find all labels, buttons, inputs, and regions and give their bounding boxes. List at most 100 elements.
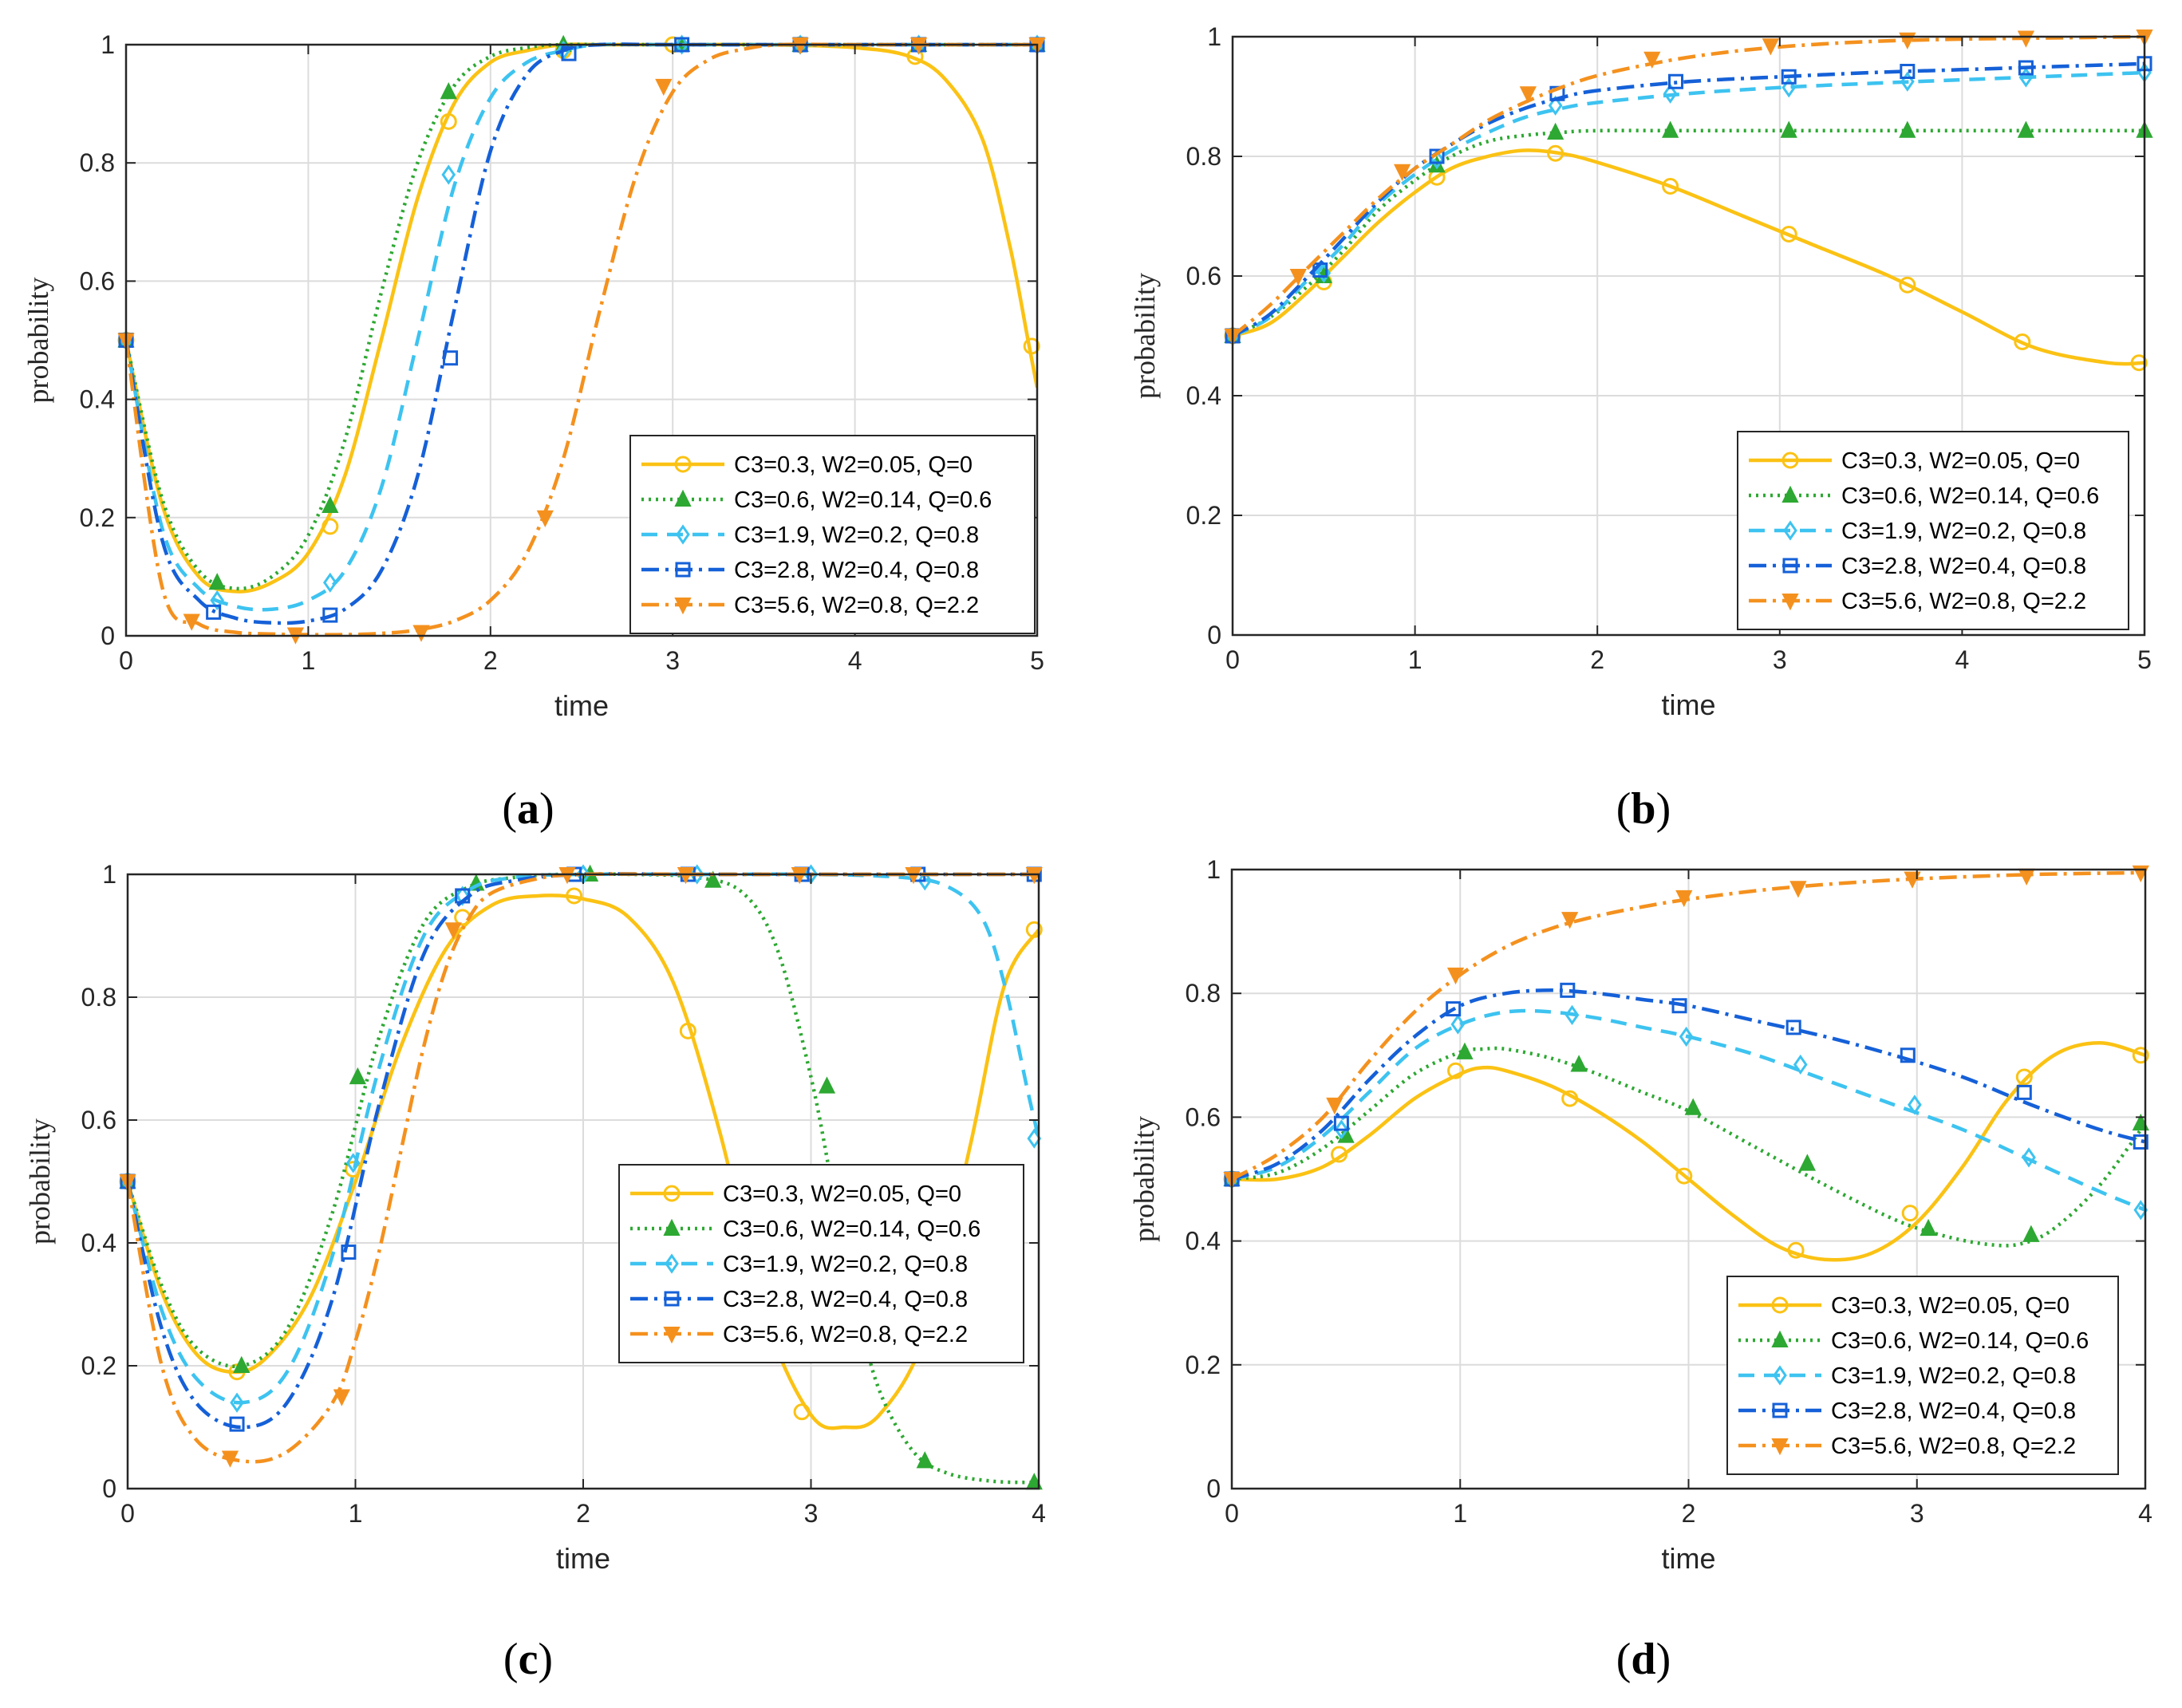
series-1 (126, 42, 1037, 594)
data-point (1547, 122, 1564, 140)
legend-label: C3=2.8, W2=0.4, Q=0.8 (734, 558, 979, 583)
data-point (1899, 120, 1916, 138)
data-point (566, 887, 583, 905)
legend-marker (1773, 1365, 1787, 1386)
y-tick-label: 0.2 (1186, 501, 1221, 530)
subplot-a: 0 1 2 3 4 5 0 0.2 0.4 0.6 0.8 1 time probability C3=0.… (22, 30, 1046, 722)
data-point (1684, 1098, 1702, 1115)
x-tick-label: 3 (804, 1499, 819, 1528)
x-tick-label: 2 (483, 646, 498, 675)
data-point (208, 573, 226, 590)
data-point (1561, 912, 1579, 929)
data-point (1663, 83, 1678, 104)
x-tick-label: 2 (1590, 645, 1604, 674)
panel-label-d: (d) (1616, 1635, 1671, 1684)
x-tick-label: 4 (1955, 645, 1970, 674)
data-point (443, 350, 459, 366)
data-point (455, 886, 470, 906)
data-point (561, 45, 577, 61)
legend-marker (1783, 520, 1797, 541)
legend-marker (1771, 1296, 1789, 1314)
legend-label: C3=0.3, W2=0.05, Q=0 (734, 452, 973, 478)
legend-marker (663, 1327, 681, 1344)
data-point (793, 1403, 811, 1421)
legend-label: C3=5.6, W2=0.8, Q=2.2 (723, 1322, 968, 1347)
series-3-markers (1225, 1004, 2148, 1221)
data-point (655, 78, 673, 97)
legend-marker (664, 1291, 680, 1307)
legend-item: C3=0.3, W2=0.05, Q=0 (641, 452, 973, 478)
legend-item: C3=0.6, W2=0.14, Q=0.6 (630, 1217, 981, 1242)
legend-label: C3=1.9, W2=0.2, Q=0.8 (723, 1252, 968, 1277)
data-point (1781, 69, 1797, 85)
data-point (1446, 967, 1465, 985)
legend: C3=0.3, W2=0.05, Q=0 C3=0.6, W2=0.14, Q=0… (618, 1164, 1024, 1363)
subplot-d: 0 1 2 3 4 0 0.2 0.4 0.6 0.8 1 time probability C3=0.3… (1128, 855, 2152, 1575)
y-tick-label: 0.2 (81, 1351, 116, 1380)
data-point (440, 82, 457, 100)
axes-frame (1231, 35, 2146, 637)
x-tick-label: 4 (1032, 1499, 1046, 1528)
data-point (1456, 1042, 1474, 1059)
x-tick-label: 5 (2137, 645, 2152, 674)
x-tick-label: 4 (2138, 1499, 2152, 1528)
y-tick-label: 0.6 (81, 1106, 116, 1134)
y-tick-label: 0.2 (80, 503, 115, 532)
series-1 (1232, 1041, 2145, 1262)
legend-item: C3=1.9, W2=0.2, Q=0.8 (1749, 519, 2086, 544)
legend-item: C3=5.6, W2=0.8, Q=2.2 (630, 1322, 968, 1347)
series-line (126, 42, 1037, 636)
data-point (1671, 998, 1687, 1014)
data-point (2016, 1084, 2032, 1100)
y-tick-label: 1 (1207, 22, 1221, 51)
data-point (230, 1392, 244, 1413)
data-point (221, 1450, 239, 1468)
series-line (1233, 70, 2145, 338)
legend-label: C3=2.8, W2=0.4, Q=0.8 (723, 1287, 968, 1312)
data-point (1762, 38, 1779, 56)
data-point (455, 888, 471, 904)
y-tick-label: 0 (1207, 621, 1221, 649)
data-point (1675, 1167, 1693, 1185)
legend-item: C3=2.8, W2=0.4, Q=0.8 (641, 558, 979, 583)
data-point (917, 870, 933, 891)
data-point (1428, 156, 1446, 173)
legend-item: C3=0.3, W2=0.05, Q=0 (1738, 1293, 2070, 1319)
data-point (1901, 1205, 1919, 1222)
data-point (916, 1451, 933, 1469)
y-tick-label: 0 (102, 1474, 116, 1503)
subplot-b: 0 1 2 3 4 5 0 0.2 0.4 0.6 0.8 1 time probability C3=0.… (1129, 22, 2153, 721)
data-point (333, 1389, 350, 1406)
data-point (1789, 881, 1807, 898)
legend-marker (1782, 594, 1799, 611)
legend-item: C3=2.8, W2=0.4, Q=0.8 (1738, 1398, 2076, 1424)
series-1 (1233, 148, 2145, 366)
series-line (1233, 34, 2145, 337)
legend-label: C3=0.6, W2=0.14, Q=0.6 (1831, 1328, 2089, 1354)
y-tick-label: 0.6 (1186, 262, 1221, 290)
legend: C3=0.3, W2=0.05, Q=0 C3=0.6, W2=0.14, Q=0… (1726, 1276, 2119, 1475)
data-point (704, 870, 722, 888)
y-tick-label: 0.8 (1186, 142, 1221, 171)
legend-marker (1782, 485, 1799, 503)
legend-item: C3=1.9, W2=0.2, Q=0.8 (641, 523, 979, 548)
x-tick-label: 1 (349, 1499, 363, 1528)
legend-item: C3=5.6, W2=0.8, Q=2.2 (1738, 1434, 2076, 1459)
data-point (536, 510, 554, 528)
data-point (674, 34, 689, 55)
data-point (2133, 1134, 2148, 1150)
y-tick-label: 0.8 (80, 148, 115, 177)
data-point (412, 625, 430, 642)
data-point (1560, 982, 1576, 998)
x-axis-label: time (556, 1542, 610, 1575)
data-point (1793, 1054, 1808, 1075)
data-point (322, 607, 338, 623)
data-point (1312, 262, 1328, 278)
y-tick-label: 1 (101, 30, 115, 59)
legend-label: C3=0.3, W2=0.05, Q=0 (1841, 448, 2080, 474)
x-tick-label: 0 (1225, 1499, 1239, 1528)
legend-label: C3=0.6, W2=0.14, Q=0.6 (1841, 483, 2099, 509)
legend-item: C3=2.8, W2=0.4, Q=0.8 (630, 1287, 968, 1312)
data-point (1289, 269, 1307, 286)
y-tick-label: 0 (101, 621, 115, 650)
